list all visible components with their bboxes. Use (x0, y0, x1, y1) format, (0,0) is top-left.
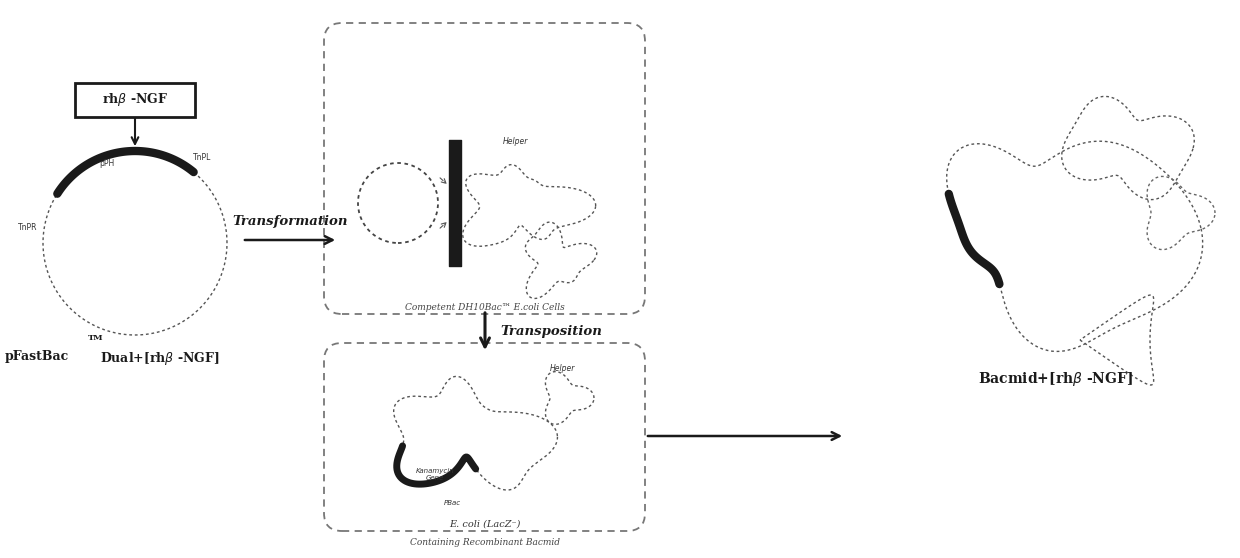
FancyBboxPatch shape (74, 83, 195, 117)
Text: Helper: Helper (502, 137, 528, 146)
Text: TnPR: TnPR (17, 224, 37, 233)
Text: Helper: Helper (549, 364, 574, 373)
Text: Transformation: Transformation (232, 215, 347, 228)
Text: pPH: pPH (99, 159, 114, 168)
Text: E. coli (LacZ⁻): E. coli (LacZ⁻) (449, 520, 521, 529)
Text: Competent DH10Bac™ E.coli Cells: Competent DH10Bac™ E.coli Cells (405, 303, 565, 312)
Text: PBac: PBac (444, 500, 460, 506)
Text: TnPL: TnPL (193, 153, 211, 162)
Text: Kanamycin
Gene: Kanamycin Gene (415, 468, 454, 481)
FancyBboxPatch shape (324, 343, 645, 531)
Text: TM: TM (88, 334, 103, 342)
Text: Bacmid+[rh$\beta$ -NGF]: Bacmid+[rh$\beta$ -NGF] (977, 370, 1132, 388)
FancyBboxPatch shape (324, 23, 645, 314)
Text: rh$\beta$ -NGF: rh$\beta$ -NGF (102, 92, 169, 108)
Text: Dual+[rh$\beta$ -NGF]: Dual+[rh$\beta$ -NGF] (100, 350, 219, 367)
Text: Transposition: Transposition (500, 325, 601, 338)
Text: Containing Recombinant Bacmid: Containing Recombinant Bacmid (410, 538, 560, 547)
Text: pFastBac: pFastBac (5, 350, 69, 363)
Circle shape (358, 163, 438, 243)
